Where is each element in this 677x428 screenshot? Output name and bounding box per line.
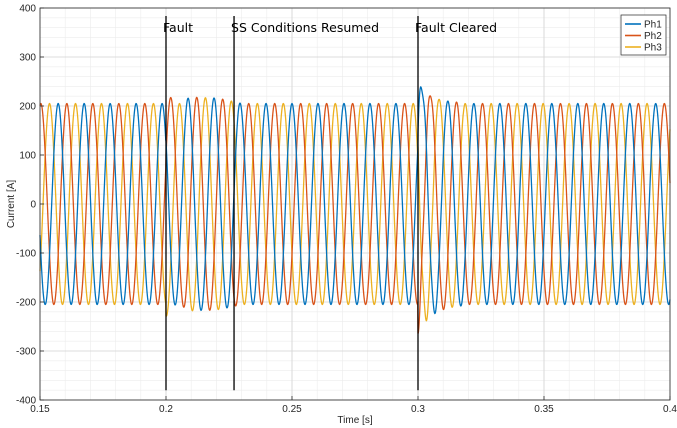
series-line-ph2 [39, 95, 671, 334]
annotation-layer: Fault SS Conditions Resumed Fault Cleared [163, 16, 497, 391]
y-tick-label: -100 [16, 249, 36, 260]
x-tick-label: 0.25 [282, 404, 302, 415]
y-tick-label: 200 [19, 102, 36, 113]
x-tick-label: 0.35 [534, 404, 554, 415]
legend-label: Ph1 [644, 20, 662, 31]
y-axis-label: Current [A] [6, 180, 17, 229]
annotation-label: SS Conditions Resumed [231, 20, 379, 35]
legend-label: Ph3 [644, 43, 662, 54]
y-tick-label: -300 [16, 347, 36, 358]
annotation-label: Fault [163, 20, 193, 35]
y-tick-label: 0 [30, 200, 36, 211]
tick-layer: 0.15 0.2 0.25 0.3 0.35 0.4 400 300 200 100 0 -100 -2… [16, 4, 677, 416]
y-tick-label: 300 [19, 53, 36, 64]
y-tick-label: 100 [19, 151, 36, 162]
y-tick-label: 400 [19, 4, 36, 15]
series-line-ph1 [39, 86, 671, 315]
y-tick-label: -200 [16, 298, 36, 309]
series-layer [39, 86, 671, 334]
x-tick-label: 0.3 [411, 404, 425, 415]
annotation-label: Fault Cleared [415, 20, 497, 35]
x-tick-label: 0.2 [159, 404, 173, 415]
x-tick-label: 0.4 [663, 404, 677, 415]
legend-label: Ph2 [644, 31, 662, 42]
x-tick-label: 0.15 [30, 404, 50, 415]
x-axis-label: Time [s] [337, 415, 372, 426]
y-tick-label: -400 [16, 396, 36, 407]
